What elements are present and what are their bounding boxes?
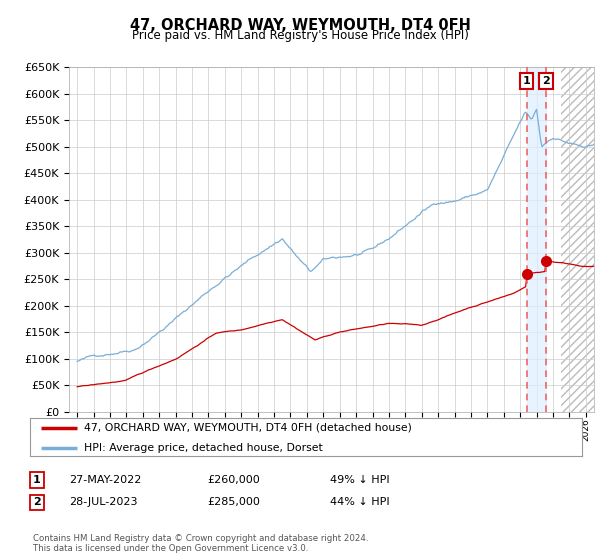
- Text: 1: 1: [33, 475, 41, 485]
- Text: 47, ORCHARD WAY, WEYMOUTH, DT4 0FH: 47, ORCHARD WAY, WEYMOUTH, DT4 0FH: [130, 18, 470, 33]
- Text: £285,000: £285,000: [207, 497, 260, 507]
- Text: Price paid vs. HM Land Registry's House Price Index (HPI): Price paid vs. HM Land Registry's House …: [131, 29, 469, 42]
- Text: 1: 1: [523, 76, 530, 86]
- Bar: [527, 67, 546, 412]
- Text: HPI: Average price, detached house, Dorset: HPI: Average price, detached house, Dors…: [83, 443, 322, 453]
- Text: 47, ORCHARD WAY, WEYMOUTH, DT4 0FH (detached house): 47, ORCHARD WAY, WEYMOUTH, DT4 0FH (deta…: [83, 423, 412, 433]
- Text: 2: 2: [33, 497, 41, 507]
- Text: 28-JUL-2023: 28-JUL-2023: [69, 497, 137, 507]
- Text: 2: 2: [542, 76, 550, 86]
- Text: Contains HM Land Registry data © Crown copyright and database right 2024.
This d: Contains HM Land Registry data © Crown c…: [33, 534, 368, 553]
- Bar: [561, 67, 594, 412]
- Text: 27-MAY-2022: 27-MAY-2022: [69, 475, 142, 485]
- Text: 49% ↓ HPI: 49% ↓ HPI: [330, 475, 389, 485]
- Text: 44% ↓ HPI: 44% ↓ HPI: [330, 497, 389, 507]
- Text: £260,000: £260,000: [207, 475, 260, 485]
